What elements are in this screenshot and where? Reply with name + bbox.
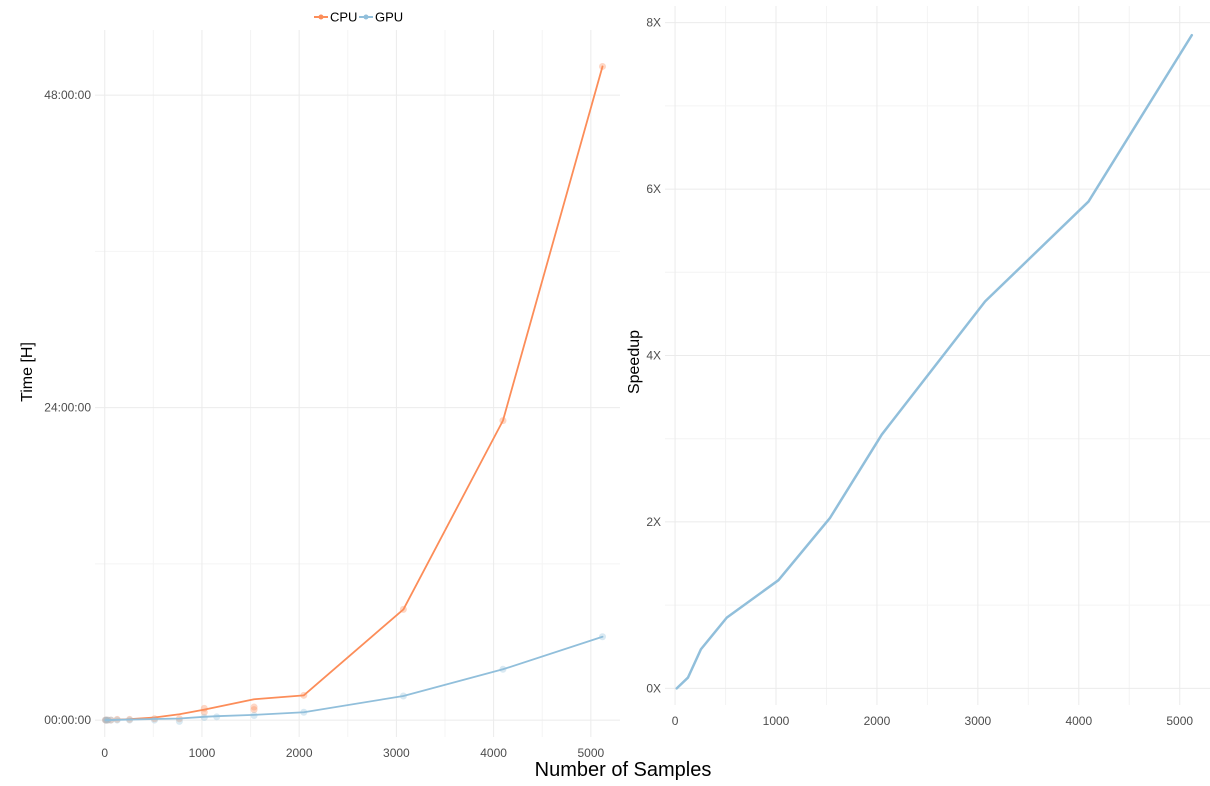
speedup-x-tick-label: 5000 bbox=[1166, 714, 1193, 728]
time-panel-y-label: Time [H] bbox=[19, 342, 36, 402]
speedup-series-line bbox=[675, 33, 1194, 690]
legend-cpu-label: CPU bbox=[330, 10, 357, 25]
time-panel: 0 1000 2000 3000 4000 5000 00:00:00 24:00:00 48… bbox=[19, 30, 620, 760]
gpu-data-point bbox=[151, 716, 158, 724]
speedup-y-tick-label: 6X bbox=[646, 182, 661, 196]
gpu-series-line bbox=[104, 635, 604, 721]
speedup-panel-grid bbox=[665, 6, 1210, 705]
speedup-panel-y-label: Speedup bbox=[626, 330, 643, 394]
legend-cpu-marker bbox=[318, 14, 324, 20]
time-x-tick-label: 0 bbox=[101, 746, 108, 760]
time-panel-y-ticks: 00:00:00 24:00:00 48:00:00 bbox=[44, 88, 91, 727]
time-x-tick-label: 4000 bbox=[480, 746, 507, 760]
legend-gpu-label: GPU bbox=[375, 10, 403, 25]
speedup-y-tick-label: 2X bbox=[646, 515, 661, 529]
gpu-data-point bbox=[175, 717, 183, 725]
speedup-x-tick-label: 2000 bbox=[864, 714, 891, 728]
time-x-tick-label: 2000 bbox=[286, 746, 313, 760]
time-y-tick-label: 24:00:00 bbox=[44, 401, 91, 415]
speedup-x-tick-label: 0 bbox=[672, 714, 679, 728]
x-axis-label: Number of Samples bbox=[535, 759, 712, 781]
speedup-y-tick-label: 0X bbox=[646, 681, 661, 695]
speedup-panel-series bbox=[675, 33, 1194, 690]
speedup-y-tick-label: 8X bbox=[646, 16, 661, 30]
time-y-tick-label: 00:00:00 bbox=[44, 713, 91, 727]
legend-gpu-marker bbox=[363, 14, 369, 20]
cpu-data-point bbox=[250, 703, 258, 711]
speedup-y-tick-label: 4X bbox=[646, 349, 661, 363]
speedup-x-tick-label: 4000 bbox=[1065, 714, 1092, 728]
speedup-panel-x-ticks: 0 1000 2000 3000 4000 5000 bbox=[672, 714, 1194, 728]
time-x-tick-label: 1000 bbox=[189, 746, 216, 760]
cpu-data-point bbox=[250, 706, 258, 714]
time-y-tick-label: 48:00:00 bbox=[44, 88, 91, 102]
time-panel-series bbox=[102, 62, 606, 725]
speedup-panel-y-ticks: 0X 2X 4X 6X 8X bbox=[646, 16, 661, 696]
cpu-series-line bbox=[104, 65, 604, 721]
speedup-x-tick-label: 1000 bbox=[763, 714, 790, 728]
speedup-x-tick-label: 3000 bbox=[965, 714, 992, 728]
speedup-panel: 0 1000 2000 3000 4000 5000 0X 2X 4X 6X 8X Speedup bbox=[626, 6, 1210, 728]
time-x-tick-label: 3000 bbox=[383, 746, 410, 760]
time-panel-grid bbox=[95, 30, 620, 737]
time-panel-x-ticks: 0 1000 2000 3000 4000 5000 bbox=[101, 746, 604, 760]
legend: CPU GPU bbox=[314, 10, 403, 25]
time-x-tick-label: 5000 bbox=[577, 746, 604, 760]
